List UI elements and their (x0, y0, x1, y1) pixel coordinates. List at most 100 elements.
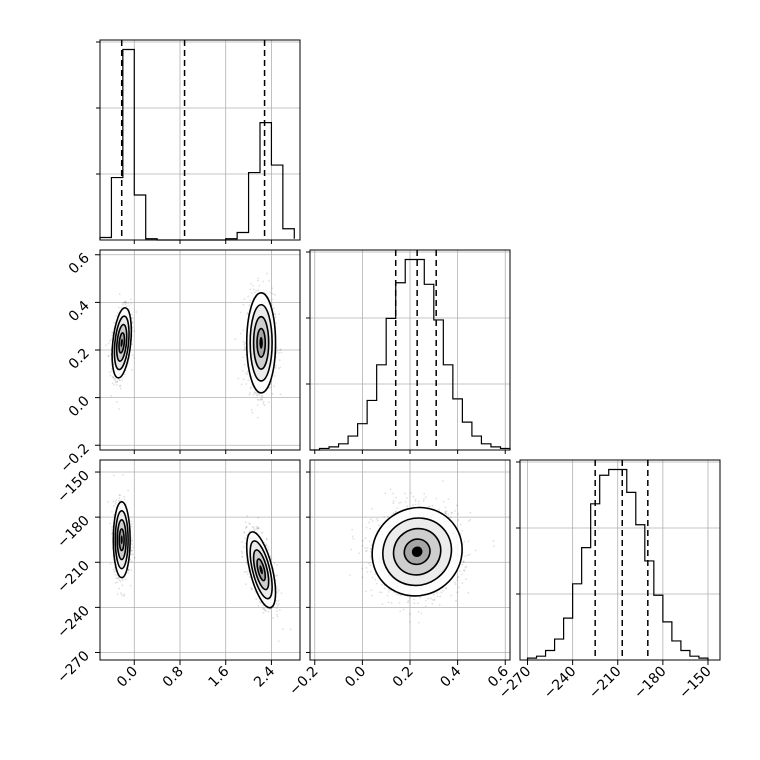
contour-line (249, 540, 273, 600)
sample-point (124, 300, 127, 303)
density-peak (120, 535, 123, 545)
sample-point (274, 364, 277, 367)
sample-point (241, 555, 244, 558)
sample-point (465, 578, 468, 580)
sample-point (381, 583, 383, 586)
sample-point (270, 557, 273, 560)
sample-point (358, 552, 361, 555)
sample-point (273, 294, 276, 296)
sample-point (276, 613, 278, 616)
sample-point (242, 378, 245, 381)
sample-point (253, 529, 256, 532)
sample-point (255, 525, 258, 528)
sample-point (262, 607, 265, 610)
sample-point (278, 609, 281, 612)
sample-point (104, 344, 107, 347)
sample-point (123, 593, 126, 596)
sample-point (130, 520, 133, 523)
axes-frame (519, 459, 721, 661)
sample-point (119, 387, 122, 390)
sample-point (131, 543, 133, 546)
sample-point (458, 586, 460, 589)
sample-point (276, 564, 279, 566)
sample-point (115, 499, 117, 502)
sample-point (365, 550, 367, 552)
sample-point (399, 610, 402, 613)
scatter-panel-p2-p3 (309, 459, 511, 661)
sample-point (433, 599, 435, 602)
sample-point (257, 399, 260, 401)
sample-point (114, 503, 117, 505)
sample-point (237, 377, 240, 380)
sample-point (112, 376, 114, 378)
sample-point (474, 549, 477, 552)
sample-point (131, 317, 134, 320)
sample-point (387, 588, 390, 591)
density-peak (120, 338, 123, 348)
sample-point (239, 332, 242, 335)
sample-point (257, 416, 259, 419)
density-layer (107, 474, 292, 643)
sample-point (114, 581, 117, 584)
sample-point (269, 555, 272, 558)
sample-point (240, 383, 243, 386)
sample-point (135, 311, 138, 313)
sample-point (112, 568, 115, 571)
sample-point (431, 602, 434, 605)
sample-point (256, 393, 259, 396)
sample-point (438, 604, 441, 606)
sample-point (461, 582, 464, 584)
sample-point (442, 589, 444, 592)
sample-point (398, 501, 401, 504)
sample-point (459, 523, 462, 526)
sample-point (413, 602, 416, 605)
sample-point (118, 497, 121, 500)
sample-point (257, 527, 260, 530)
sample-point (275, 321, 278, 324)
sample-point (118, 499, 121, 502)
sample-point (386, 515, 389, 518)
sample-point (260, 395, 263, 397)
sample-point (124, 303, 127, 306)
sample-point (273, 375, 276, 377)
sample-point (261, 531, 264, 534)
sample-point (123, 373, 126, 376)
sample-point (255, 392, 258, 394)
sample-point (256, 394, 258, 397)
sample-point (279, 366, 282, 369)
sample-point (252, 526, 255, 529)
axes-frame (99, 39, 301, 241)
sample-point (257, 516, 260, 519)
sample-point (267, 610, 270, 613)
sample-point (263, 608, 266, 611)
sample-point (467, 540, 470, 543)
sample-point (243, 363, 246, 366)
sample-point (402, 608, 405, 611)
density-peak (259, 336, 263, 349)
histogram-p2 (310, 258, 511, 451)
sample-point (456, 591, 459, 594)
sample-point (256, 526, 259, 529)
sample-point (111, 382, 114, 385)
sample-point (250, 292, 253, 295)
sample-point (254, 291, 256, 294)
sample-point (454, 583, 457, 585)
sample-point (442, 480, 444, 482)
sample-point (110, 370, 113, 373)
sample-point (384, 492, 387, 495)
sample-point (279, 348, 282, 351)
sample-point (246, 573, 249, 576)
sample-point (112, 504, 115, 507)
sample-point (243, 571, 246, 574)
sample-point (120, 592, 122, 595)
sample-point (249, 530, 251, 532)
sample-point (423, 492, 426, 495)
sample-point (263, 404, 266, 407)
sample-point (121, 379, 123, 382)
sample-point (245, 570, 248, 573)
sample-point (428, 505, 431, 508)
contour-line (256, 558, 267, 582)
sample-point (278, 313, 281, 316)
sample-point (130, 542, 133, 544)
